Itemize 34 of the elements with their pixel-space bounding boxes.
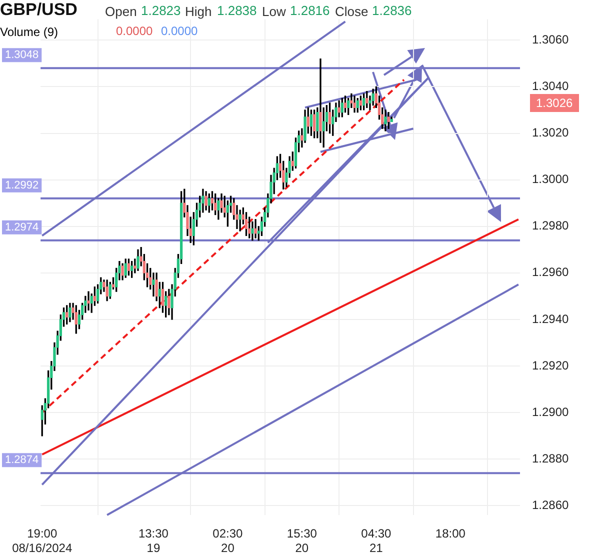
ref-line-label: 1.2992	[5, 179, 39, 192]
x-tick-label: 02:30 20	[212, 526, 244, 555]
y-tick-label: 1.3040	[532, 79, 570, 94]
text: 1.2836	[372, 3, 412, 18]
annotation: 0.0000	[116, 24, 153, 38]
annotation: 0.0000	[161, 24, 198, 38]
text: 1.2838	[217, 3, 257, 18]
y-tick-label: 1.3000	[532, 172, 570, 186]
y-tick-label: 1.3020	[532, 126, 570, 140]
y-tick-label: 1.2960	[532, 265, 570, 280]
text: Low	[262, 4, 286, 19]
text: 1.2816	[290, 3, 330, 18]
text: Close	[335, 4, 368, 19]
y-tick-label: 1.2920	[532, 358, 570, 372]
x-tick-label: 15:30 20	[286, 526, 318, 555]
y-tick-label: 1.3060	[532, 32, 570, 46]
text: 1.2823	[141, 3, 181, 18]
y-tick-label: 1.2880	[532, 451, 570, 466]
text: High	[185, 4, 212, 19]
y-tick-label: 1.2940	[532, 312, 570, 326]
x-tick-label: 13:30 19	[138, 526, 169, 555]
x-tick-label: 19:00 08/16/2024	[12, 526, 72, 555]
text: Open	[105, 4, 137, 19]
text: 1.3026	[530, 94, 579, 112]
ref-line-label: 1.3048	[5, 49, 39, 62]
chart-title: GBP/USD	[0, 0, 78, 20]
y-tick-label: 1.2900	[532, 404, 570, 419]
ref-line-label: 1.2874	[5, 454, 39, 466]
x-tick-label: 18:00	[435, 526, 466, 541]
y-tick-label: 1.2860	[532, 498, 570, 512]
annotation: Volume (9)	[0, 25, 58, 39]
x-tick-label: 04:30 21	[361, 526, 392, 555]
ref-line-label: 1.2974	[5, 221, 39, 234]
y-tick-label: 1.2980	[532, 218, 570, 233]
